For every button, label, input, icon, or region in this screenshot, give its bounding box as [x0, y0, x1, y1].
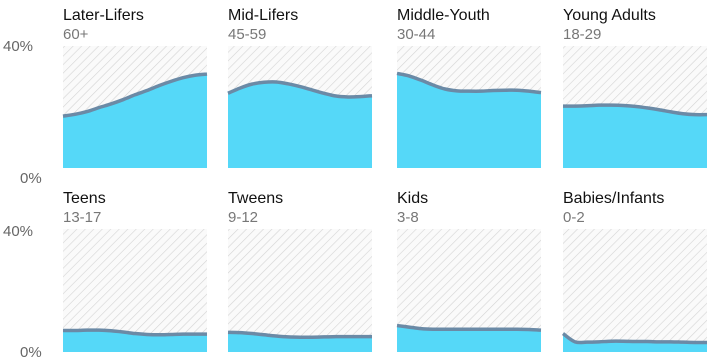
panel-mid-lifers — [227, 46, 373, 168]
panel-subtitle-later-lifers: 60+ — [63, 26, 89, 43]
panel-title-middle-youth: Middle-Youth — [397, 7, 490, 24]
panel-subtitle-kids: 3-8 — [397, 209, 419, 226]
y-tick-label-top-row-max: 40% — [3, 38, 33, 55]
panel-subtitle-young-adults: 18-29 — [563, 26, 601, 43]
panel-babies-infants — [561, 229, 708, 352]
series-line-tweens — [227, 330, 372, 340]
panel-title-kids: Kids — [397, 190, 428, 207]
panel-title-tweens: Tweens — [228, 190, 283, 207]
series-line-kids — [396, 323, 542, 332]
panel-subtitle-babies-infants: 0-2 — [563, 209, 585, 226]
panel-title-teens: Teens — [63, 190, 106, 207]
area-fill-middle-youth — [397, 73, 541, 168]
panel-subtitle-middle-youth: 30-44 — [397, 26, 435, 43]
area-fill-young-adults — [563, 105, 707, 168]
panel-background-babies-infants — [563, 229, 707, 352]
panel-title-babies-infants: Babies/Infants — [563, 190, 664, 207]
panel-subtitle-tweens: 9-12 — [228, 209, 258, 226]
panel-teens — [62, 229, 207, 352]
panel-background-tweens — [228, 229, 372, 352]
panel-kids — [396, 229, 542, 352]
series-line-middle-youth — [396, 71, 542, 95]
panel-tweens — [227, 229, 372, 352]
panel-title-young-adults: Young Adults — [563, 7, 656, 24]
panel-title-mid-lifers: Mid-Lifers — [228, 7, 298, 24]
series-line-babies-infants — [561, 332, 708, 345]
series-line-young-adults — [562, 103, 708, 117]
series-line-teens — [62, 328, 207, 337]
series-line-mid-lifers — [227, 80, 373, 99]
series-line-later-lifers — [62, 72, 208, 118]
panel-subtitle-mid-lifers: 45-59 — [228, 26, 266, 43]
panel-plots-group — [62, 46, 708, 352]
panel-middle-youth — [396, 46, 542, 168]
panel-title-later-lifers: Later-Lifers — [63, 7, 144, 24]
panel-young-adults — [562, 46, 708, 168]
area-fill-mid-lifers — [228, 81, 372, 168]
panel-subtitle-teens: 13-17 — [63, 209, 101, 226]
y-tick-label-top-row-min: 0% — [20, 170, 42, 187]
y-tick-label-bottom-row-min: 0% — [20, 344, 42, 358]
area-fill-kids — [397, 325, 541, 352]
area-fill-later-lifers — [63, 74, 207, 168]
y-tick-label-bottom-row-max: 40% — [3, 223, 33, 240]
panel-later-lifers — [62, 46, 208, 168]
